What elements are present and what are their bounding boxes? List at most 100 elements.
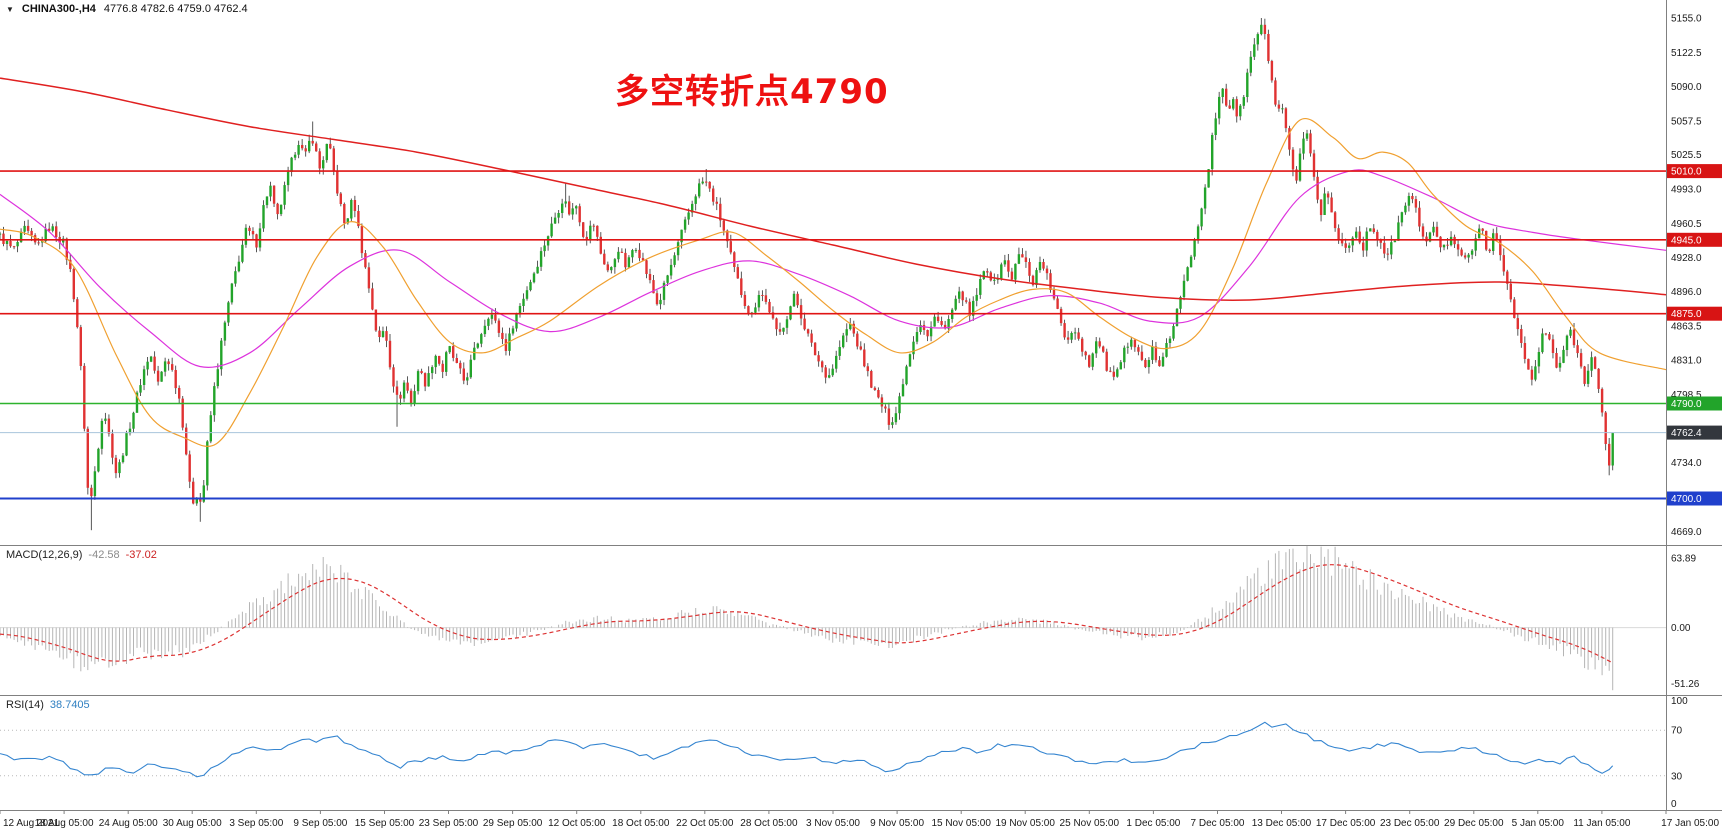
candle-body <box>856 333 859 347</box>
candle-body <box>1565 335 1569 350</box>
candle-body <box>5 241 9 244</box>
candle-body <box>676 242 680 256</box>
candle-body <box>1576 345 1579 354</box>
candle-body <box>33 235 37 243</box>
price-tag <box>1667 232 1722 247</box>
candle-body <box>1242 97 1245 106</box>
candle-body <box>968 301 971 316</box>
candle-body <box>163 361 167 372</box>
candle-body <box>41 241 44 243</box>
candle-body <box>385 331 388 341</box>
candle-body <box>620 251 624 253</box>
candle-body <box>409 390 413 404</box>
candle-body <box>438 355 441 364</box>
candle-body <box>905 366 908 385</box>
candle-body <box>1541 333 1544 353</box>
candle-body <box>332 148 335 171</box>
candle-body <box>455 358 458 363</box>
candle-body <box>1418 207 1421 227</box>
candle-body <box>153 356 156 371</box>
symbol-dropdown-icon[interactable]: ▼ <box>6 4 14 14</box>
candle-body <box>768 301 771 313</box>
candle-body <box>1337 228 1340 240</box>
macd-axis-label: 0.00 <box>1671 623 1691 634</box>
candle-body <box>1225 88 1228 106</box>
candle-body <box>12 246 16 248</box>
ma-red-line <box>0 77 1667 302</box>
candle-body <box>694 196 697 204</box>
candle-body <box>571 208 574 215</box>
candle-body <box>185 427 188 455</box>
candle-body <box>311 140 314 144</box>
candle-body <box>782 327 785 332</box>
candle-body <box>1295 169 1298 181</box>
time-axis-label: 9 Sep 05:00 <box>293 818 347 829</box>
candle-body <box>842 335 845 348</box>
ohlc-values: 4776.8 4782.6 4759.0 4762.4 <box>103 3 248 15</box>
price-tag-label: 4945.0 <box>1671 235 1702 246</box>
candle-body <box>381 331 385 337</box>
candle-body <box>286 172 290 186</box>
candle-body <box>553 217 557 224</box>
candle-body <box>1088 355 1091 367</box>
candle-body <box>174 370 177 389</box>
price-tag <box>1667 396 1722 411</box>
candle-body <box>641 258 645 261</box>
candle-body <box>683 219 687 230</box>
macd-axis-label: -51.26 <box>1671 679 1700 690</box>
price-tick-label: 5057.5 <box>1671 116 1702 127</box>
candle-body <box>1492 233 1495 251</box>
candle-body <box>1095 341 1098 354</box>
candle-body <box>339 193 342 204</box>
candle-body <box>139 385 142 393</box>
macd-indicator-name: MACD(12,26,9) <box>6 549 83 561</box>
candle-body <box>104 418 107 421</box>
candle-body <box>1442 244 1446 248</box>
candle-body <box>1534 366 1537 380</box>
candle-body <box>1102 346 1105 352</box>
candle-body <box>1390 242 1393 255</box>
candle-body <box>83 365 86 429</box>
candle-body <box>1098 341 1101 347</box>
candle-body <box>733 252 736 267</box>
candle-body <box>817 355 820 362</box>
candle-body <box>1123 347 1126 363</box>
candle-body <box>1151 346 1154 360</box>
candle-body <box>1253 44 1256 57</box>
candle-body <box>283 185 286 205</box>
candle-body <box>1583 366 1586 384</box>
candle-body <box>617 251 620 260</box>
candle-body <box>1449 236 1453 246</box>
candle-body <box>1506 271 1509 284</box>
candle-body <box>929 326 933 337</box>
candle-body <box>1376 231 1379 241</box>
candle-body <box>1474 238 1477 251</box>
candle-body <box>392 367 395 387</box>
candle-body <box>691 203 694 213</box>
candle-body <box>1467 254 1470 258</box>
candle-body <box>1348 245 1351 248</box>
time-axis-label: 17 Jan 05:00 <box>1661 818 1719 829</box>
candle-body <box>1214 118 1217 135</box>
candle-body <box>764 295 768 302</box>
candle-body <box>1470 250 1474 255</box>
candle-body <box>796 293 799 306</box>
candle-body <box>747 306 750 313</box>
candle-body <box>845 329 848 336</box>
candle-body <box>255 234 258 248</box>
candle-body <box>1330 197 1333 213</box>
candle-body <box>761 295 764 296</box>
candle-body <box>722 220 725 231</box>
candle-body <box>346 218 349 224</box>
candle-body <box>1000 264 1003 279</box>
candle-body <box>416 371 420 392</box>
candle-body <box>712 188 715 202</box>
candle-body <box>195 499 198 504</box>
candle-body <box>125 433 128 456</box>
candle-body <box>1105 351 1108 371</box>
candle-body <box>838 347 841 356</box>
candle-body <box>1281 108 1284 110</box>
time-axis-label: 9 Nov 05:00 <box>870 818 924 829</box>
